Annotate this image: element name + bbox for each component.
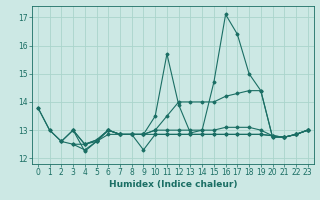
X-axis label: Humidex (Indice chaleur): Humidex (Indice chaleur) [108,180,237,189]
